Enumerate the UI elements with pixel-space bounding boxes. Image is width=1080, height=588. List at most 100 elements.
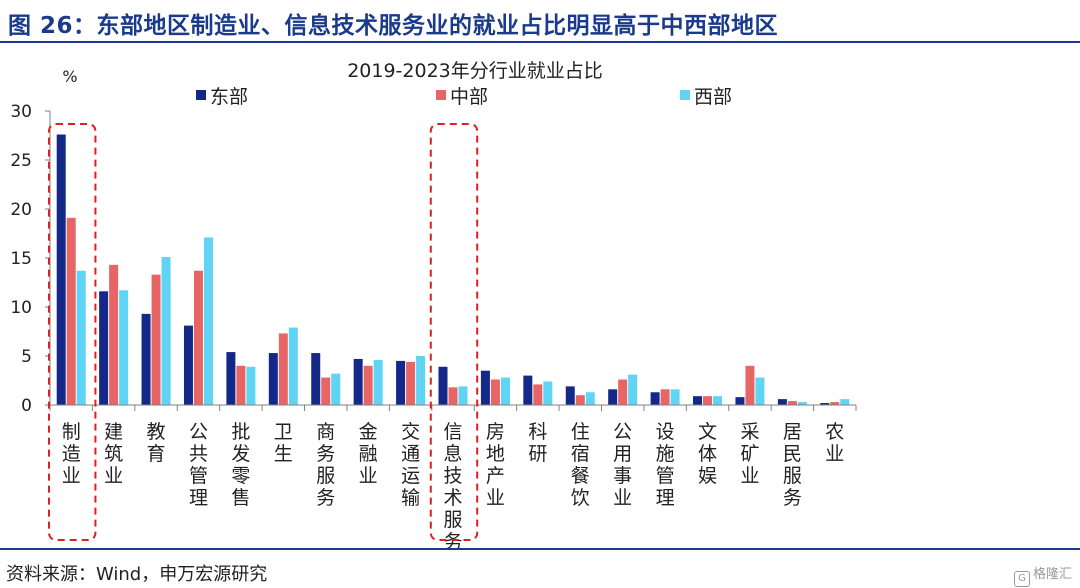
bar-east (820, 403, 830, 405)
x-tick-label: 科研 (528, 421, 547, 465)
bar-central (745, 365, 755, 405)
watermark-text: 格隆汇 (1032, 567, 1072, 582)
bar-west (161, 257, 171, 405)
bar-west (713, 396, 723, 405)
bar-east (777, 399, 787, 405)
legend-label-central: 中部 (450, 86, 488, 108)
highlight-box (429, 123, 479, 541)
title-divider (0, 41, 1080, 43)
legend: 东部 中部 西部 (196, 86, 732, 108)
bar-central (66, 217, 76, 405)
bar-west (755, 377, 765, 405)
watermark: G 格隆汇 (1013, 563, 1072, 587)
bar-central (448, 387, 458, 405)
x-tick-label: 采矿业 (740, 421, 759, 487)
bar-east (141, 313, 151, 405)
x-tick-label: 房地产业 (486, 421, 505, 509)
bar-east (56, 134, 66, 405)
x-tick-label: 商务服务 (316, 421, 335, 509)
x-tick-label: 公用事业 (613, 421, 632, 509)
legend-label-east: 东部 (210, 86, 248, 108)
x-tick-label: 卫生 (274, 421, 293, 465)
bar-east (523, 375, 533, 405)
bars (56, 134, 850, 405)
bar-east (268, 353, 278, 405)
bar-central (787, 401, 797, 405)
x-tick-label: 农业 (825, 421, 844, 465)
y-axis-label: % (62, 67, 77, 86)
bar-east (650, 392, 660, 405)
legend-swatch-east (196, 90, 206, 100)
bar-east (183, 325, 193, 405)
bar-central (109, 264, 119, 405)
y-tick-label: 0 (21, 396, 32, 416)
y-tick-label: 15 (10, 249, 32, 269)
highlight-boxes (48, 123, 479, 541)
bar-east (608, 389, 618, 405)
bar-west (203, 237, 213, 405)
bar-central (575, 395, 585, 405)
bar-west (373, 359, 383, 405)
bar-central (830, 402, 840, 405)
bar-east (226, 352, 236, 405)
x-tick-label: 建筑业 (104, 421, 123, 487)
bar-central (236, 365, 246, 405)
x-tick-label: 批发零售 (231, 421, 250, 509)
bar-east (565, 386, 575, 405)
x-tick-label: 设施管理 (656, 421, 675, 509)
bar-west (331, 373, 341, 405)
g-logo-icon: G (1013, 571, 1030, 587)
bar-west (119, 290, 129, 405)
x-tick-label: 居民服务 (783, 421, 802, 509)
x-tick-label: 金融业 (359, 421, 378, 487)
x-tick-label: 文体娱 (698, 421, 717, 487)
bar-central (533, 384, 543, 405)
bar-west (416, 356, 426, 405)
highlight-box (48, 123, 97, 541)
bar-west (670, 389, 680, 405)
x-tick-label: 交通运输 (401, 421, 420, 509)
bar-west (76, 270, 86, 405)
x-tick-label: 教育 (147, 421, 166, 465)
bar-east (353, 358, 363, 405)
y-tick-label: 5 (21, 347, 32, 367)
bar-central (193, 270, 203, 405)
bar-east (693, 396, 703, 405)
x-tick-label: 住宿餐饮 (571, 421, 590, 509)
y-tick-label: 20 (10, 200, 32, 220)
bar-west (585, 392, 595, 405)
bar-central (363, 365, 373, 405)
bar-west (797, 402, 807, 405)
x-tick-label: 信息技术服务 (443, 421, 462, 553)
chart-title: 2019-2023年分行业就业占比 (347, 60, 603, 82)
bar-east (438, 366, 448, 405)
bar-west (458, 386, 468, 405)
bar-east (99, 291, 109, 405)
figure-title: 图 26：东部地区制造业、信息技术服务业的就业占比明显高于中西部地区 (8, 13, 779, 39)
x-axis-labels: 制造业 建筑业 教育 公共管理 批发零售 卫生 商务服务 金融业 交通运输 信息技术服务 房地产业 科… (49, 404, 857, 553)
bar-central (406, 361, 416, 405)
y-tick-label: 30 (10, 102, 32, 122)
x-tick-label: 制造业 (62, 421, 81, 487)
y-tick-label: 10 (10, 298, 32, 318)
legend-swatch-west (680, 90, 690, 100)
bar-west (543, 381, 553, 405)
legend-swatch-central (436, 90, 446, 100)
bar-west (288, 327, 298, 405)
bar-central (278, 333, 288, 405)
bar-central (703, 396, 713, 405)
bar-central (660, 389, 670, 405)
bar-east (735, 397, 745, 405)
bar-east (396, 360, 406, 405)
legend-label-west: 西部 (694, 86, 732, 108)
y-tick-label: 25 (10, 151, 32, 171)
bar-central (618, 379, 628, 405)
bar-central (490, 379, 500, 405)
bar-east (480, 370, 490, 405)
bar-west (840, 399, 850, 405)
bar-central (151, 274, 161, 405)
bar-west (246, 366, 256, 405)
y-axis: 0 5 10 15 20 25 30 (10, 102, 51, 416)
bar-central (321, 377, 331, 405)
